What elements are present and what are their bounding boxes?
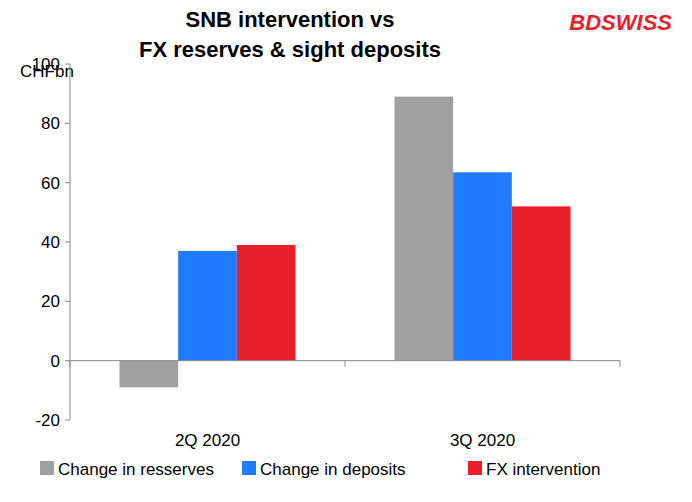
y-tick-label: 60: [41, 174, 60, 193]
chart-container: SNB intervention vsFX reserves & sight d…: [0, 0, 692, 502]
legend-label: Change in resserves: [58, 460, 214, 479]
bar: [237, 245, 296, 361]
y-tick-label: 40: [41, 233, 60, 252]
bar: [453, 172, 512, 360]
y-tick: [65, 360, 70, 361]
logo: BDSWISS: [569, 10, 672, 35]
y-tick: [65, 123, 70, 124]
y-tick: [65, 64, 70, 65]
legend-swatch: [242, 461, 256, 475]
x-tick-label: 2Q 2020: [175, 431, 240, 450]
y-tick-label: -20: [35, 411, 60, 430]
y-tick: [65, 242, 70, 243]
y-tick-label: 0: [51, 352, 60, 371]
y-tick: [65, 301, 70, 302]
x-tick: [620, 361, 621, 367]
y-tick-label: 20: [41, 292, 60, 311]
legend-label: Change in deposits: [260, 460, 406, 479]
bar: [512, 206, 571, 360]
x-tick: [345, 361, 346, 367]
legend-swatch: [40, 461, 54, 475]
chart: SNB intervention vsFX reserves & sight d…: [0, 0, 692, 502]
y-tick: [65, 182, 70, 183]
bar: [178, 251, 237, 361]
y-tick-label: 100: [32, 55, 60, 74]
y-tick-label: 80: [41, 114, 60, 133]
legend: Change in resserves Change in deposits FX …: [40, 460, 600, 479]
x-tick-label: 3Q 2020: [450, 431, 515, 450]
bar: [120, 361, 179, 388]
legend-label: FX intervention: [486, 460, 600, 479]
legend-swatch: [468, 461, 482, 475]
title: SNB intervention vsFX reserves & sight d…: [139, 7, 441, 62]
bars: [120, 97, 571, 388]
bar: [395, 97, 454, 361]
x-tick: [70, 361, 71, 367]
y-tick: [65, 420, 70, 421]
